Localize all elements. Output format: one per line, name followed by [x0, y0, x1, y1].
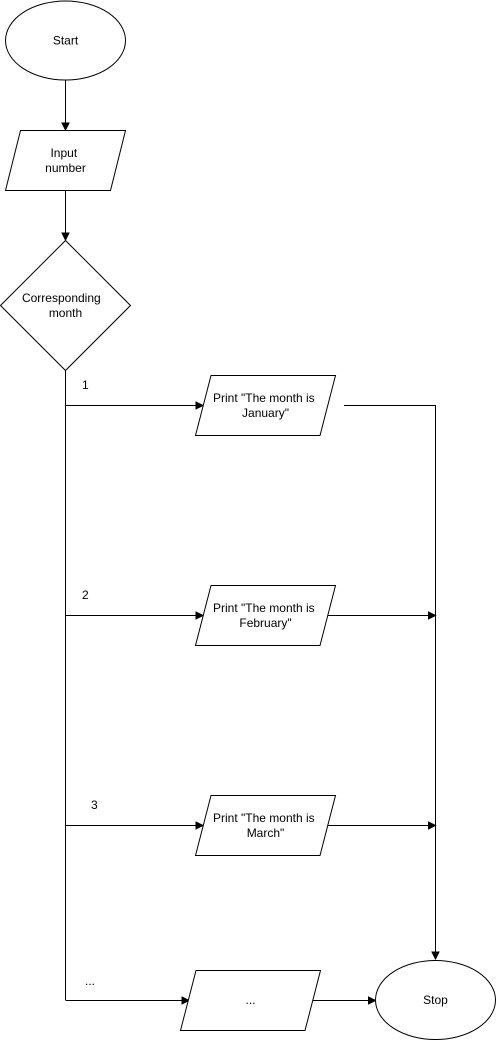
connector-branch-1-arrowhead	[195, 401, 205, 410]
print-january-line-1: Print "The month is	[213, 391, 315, 405]
print-march-parallelogram	[194, 795, 337, 856]
input-parallelogram	[4, 130, 127, 191]
stop-label: Stop	[423, 993, 448, 1007]
connectors	[61, 80, 440, 1005]
start-node: Start	[5, 0, 126, 81]
branch-label-more: ...	[85, 974, 95, 988]
decision-label-line-2: month	[49, 306, 82, 320]
branch-labels: 1 2 3 ...	[82, 378, 98, 988]
input-label-line-2: number	[45, 161, 86, 175]
print-march-node: Print "The month is March"	[194, 795, 337, 856]
print-january-line-2: January"	[242, 406, 289, 420]
connector-more-to-stop-arrowhead	[368, 996, 377, 1005]
branch-label-2: 2	[82, 588, 89, 602]
connector-branch-2-arrowhead	[195, 611, 205, 620]
print-march-line-1: Print "The month is	[213, 811, 315, 825]
print-february-label: Print "The month is February"	[213, 601, 318, 630]
print-january-node: Print "The month is January"	[194, 375, 337, 436]
decision-label: Corresponding month	[22, 291, 104, 320]
connector-february-to-stop-arrowhead	[428, 611, 437, 620]
input-label-line-1: Input	[50, 146, 77, 160]
print-march-line-2: March"	[247, 826, 285, 840]
start-ellipse	[5, 0, 126, 81]
connector-branch-3-arrowhead	[195, 821, 205, 830]
decision-diamond	[0, 239, 132, 372]
print-january-label: Print "The month is January"	[213, 391, 318, 420]
print-february-line-2: February"	[239, 616, 291, 630]
connector-march-to-stop-arrowhead	[428, 821, 437, 830]
branch-label-1: 1	[82, 378, 89, 392]
start-label: Start	[53, 34, 79, 48]
connector-january-to-stop-arrowhead	[431, 951, 440, 961]
input-label: Input number	[45, 146, 86, 175]
decision-label-line-1: Corresponding	[22, 291, 101, 305]
connector-input-to-decision-arrowhead	[61, 232, 70, 242]
print-more-node: ...	[179, 970, 322, 1031]
connector-start-to-input-arrowhead	[61, 122, 70, 132]
print-january-parallelogram	[194, 375, 337, 436]
print-february-node: Print "The month is February"	[194, 585, 337, 646]
print-more-parallelogram	[179, 970, 322, 1031]
stop-node: Stop	[375, 960, 496, 1040]
connector-january-to-stop	[344, 405, 436, 953]
connector-branch-more-arrowhead	[181, 996, 191, 1005]
print-more-label: ...	[245, 993, 255, 1007]
print-march-label: Print "The month is March"	[213, 811, 318, 840]
print-february-parallelogram	[194, 585, 337, 646]
print-february-line-1: Print "The month is	[213, 601, 315, 615]
decision-node: Corresponding month	[0, 239, 132, 372]
branch-label-3: 3	[91, 798, 98, 812]
input-node: Input number	[4, 130, 127, 191]
